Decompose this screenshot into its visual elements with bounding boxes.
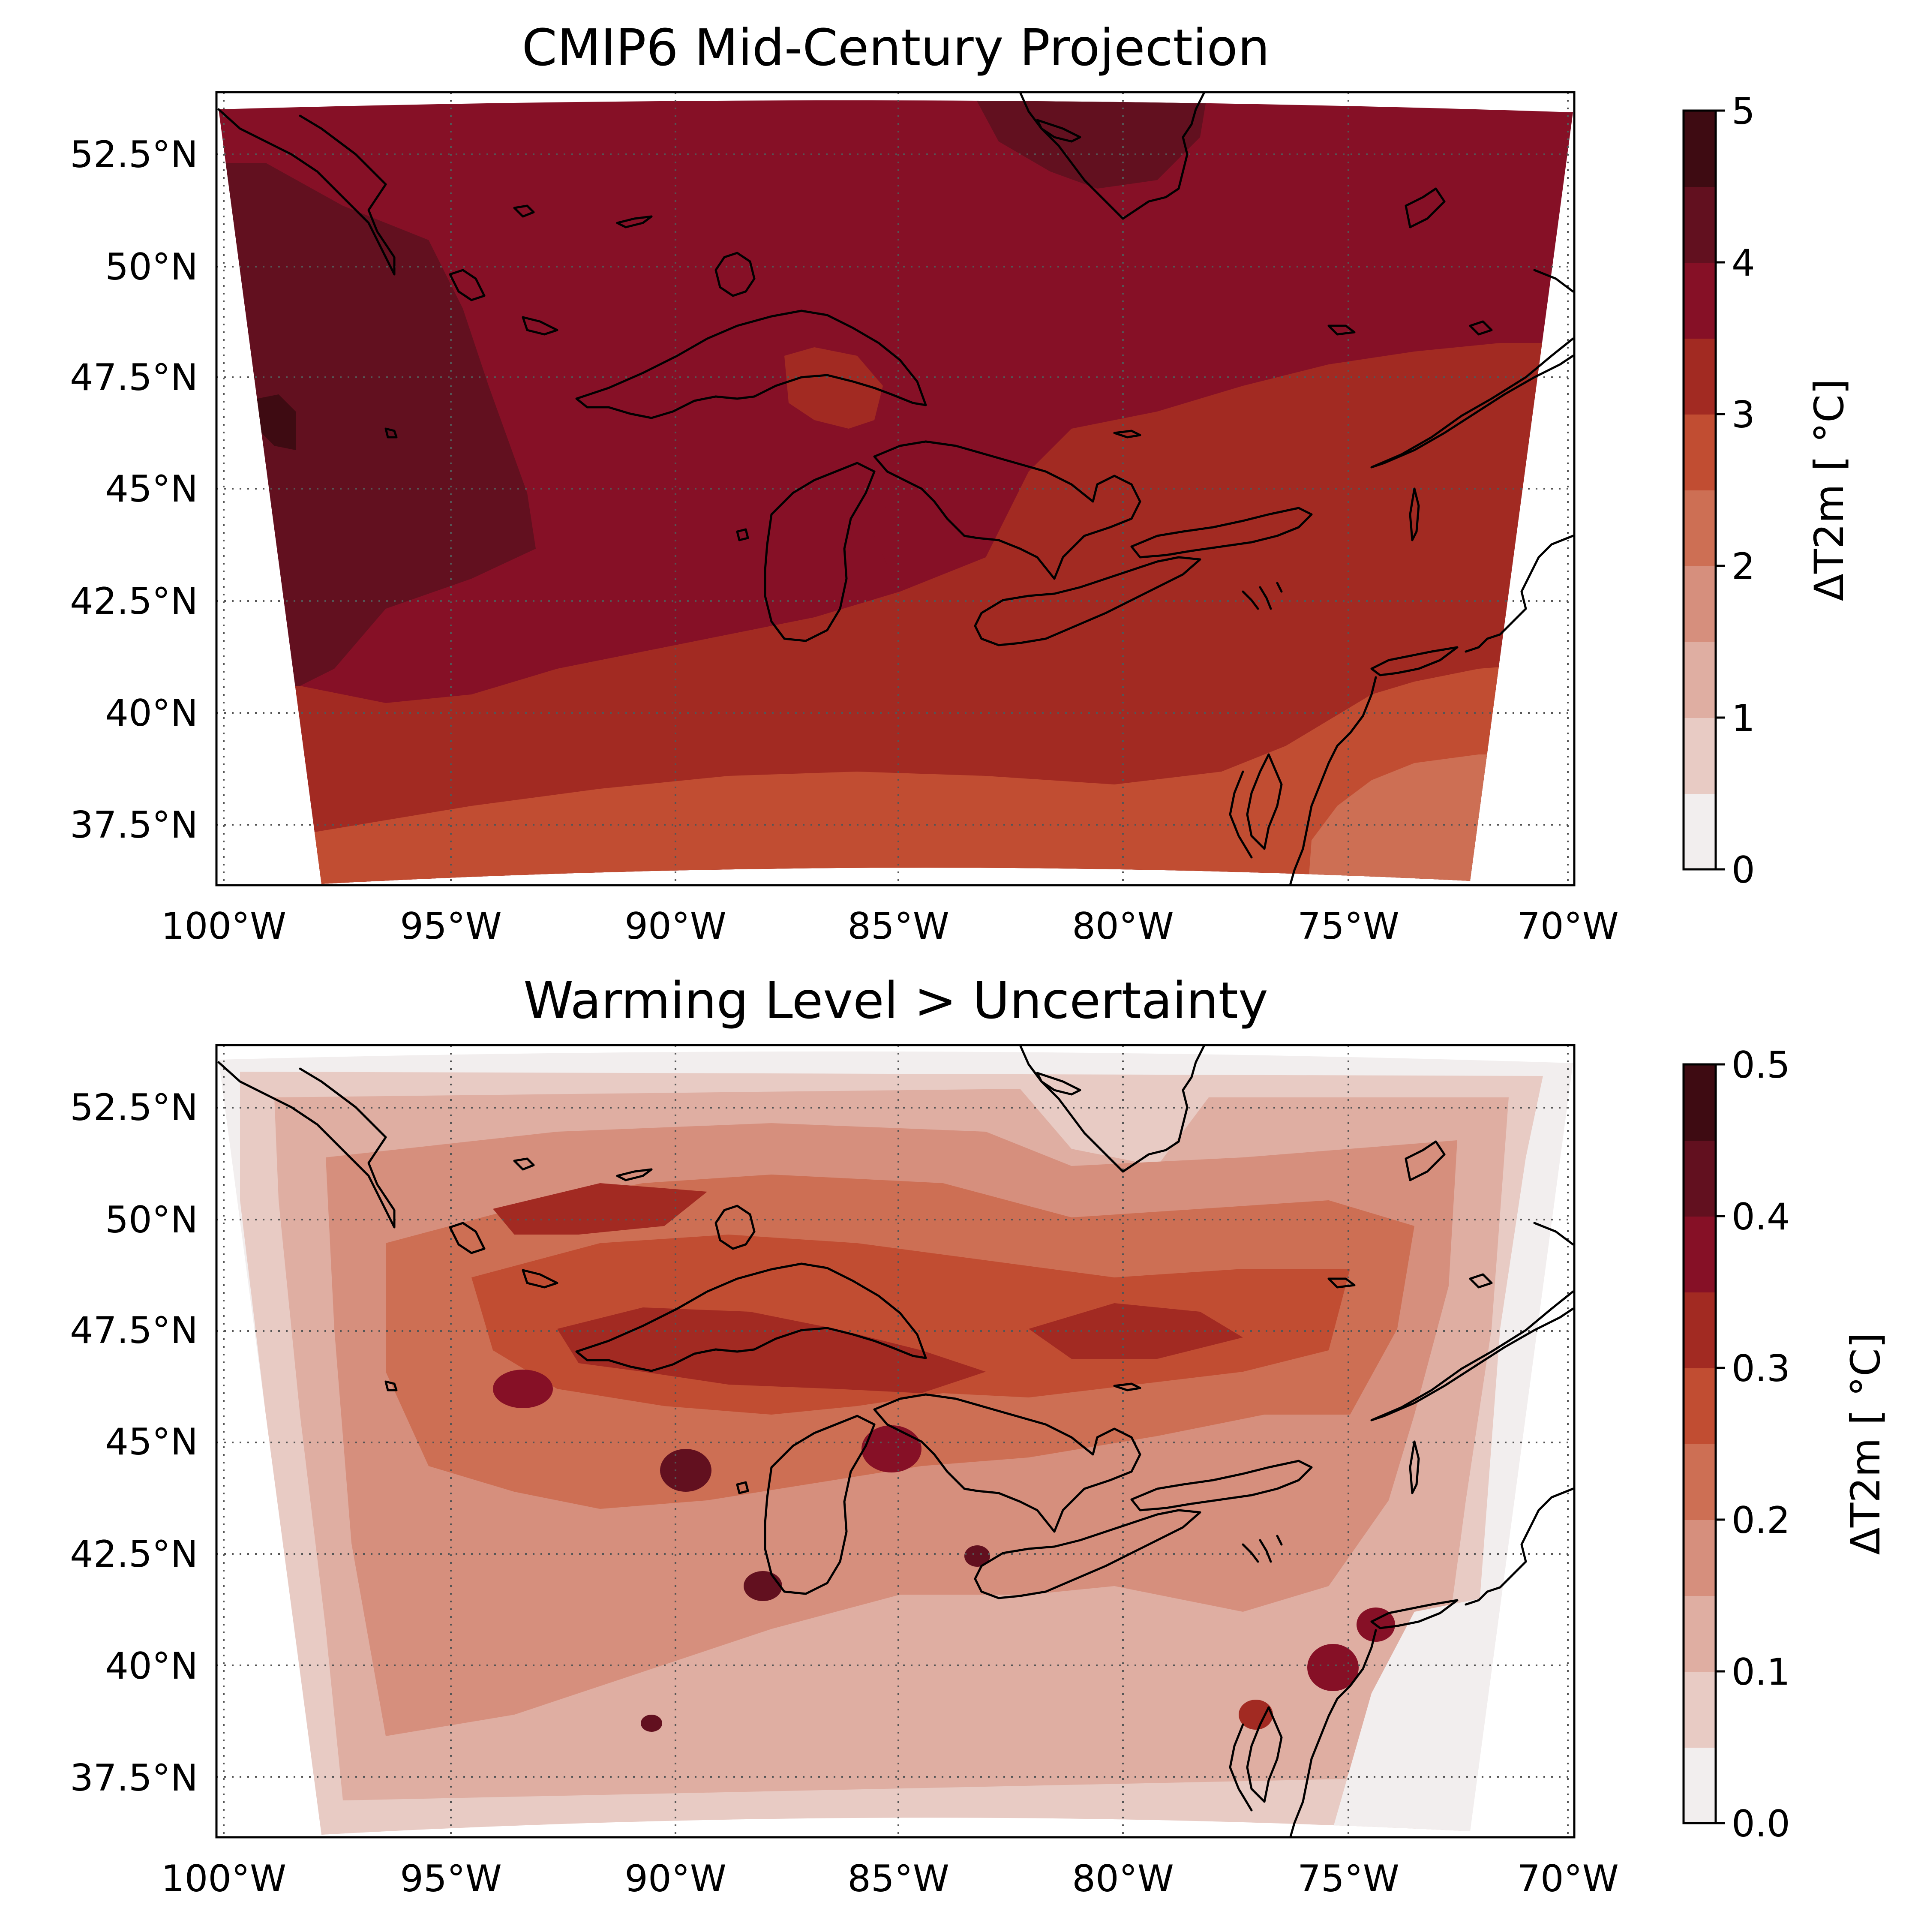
- colorbar-tick-label: 2: [1732, 545, 1755, 588]
- colorbar-swatch: [1684, 338, 1716, 415]
- colorbar-swatches: [1684, 111, 1716, 870]
- x-tick-label: 90°W: [624, 1857, 726, 1900]
- colorbar-tick-label: 0.0: [1732, 1803, 1790, 1845]
- x-tick-label: 95°W: [400, 1857, 501, 1900]
- colorbar-swatches: [1684, 1064, 1716, 1824]
- x-tick-label: 100°W: [161, 905, 286, 948]
- colorbar-swatch: [1684, 1140, 1716, 1217]
- colorbar: 0 1 2 3 4 5 ΔT2m [ °C]: [1682, 90, 1853, 892]
- x-tick-label: 80°W: [1072, 1857, 1174, 1900]
- gridlines: [216, 1045, 1574, 1837]
- y-tick-label: 37.5°N: [70, 1757, 198, 1800]
- y-tick-label: 40°N: [105, 1645, 198, 1688]
- colorbar-label: ΔT2m [ °C]: [1843, 1333, 1889, 1555]
- colorbar-tick-labels: 0.0 0.1 0.2 0.3 0.4 0.5: [1716, 1044, 1790, 1845]
- y-tick-labels: 52.5°N 50°N 47.5°N 45°N 42.5°N 40°N 37.5°N: [70, 133, 198, 847]
- colorbar-swatch: [1684, 1064, 1716, 1141]
- x-tick-labels: 100°W 95°W 90°W 85°W 80°W 75°W 70°W: [161, 1857, 1619, 1900]
- map-frame: [215, 1044, 1576, 1839]
- map-area: [216, 1045, 1574, 1837]
- y-tick-label: 50°N: [105, 1199, 198, 1241]
- colorbar-swatch: [1684, 111, 1716, 187]
- colorbar-swatch: [1684, 1671, 1716, 1748]
- colorbar-swatch: [1684, 262, 1716, 339]
- panel-top: CMIP6 Mid-Century Projection: [70, 18, 1853, 948]
- y-tick-labels: 52.5°N 50°N 47.5°N 45°N 42.5°N 40°N 37.5°N: [70, 1086, 198, 1800]
- x-tick-label: 75°W: [1297, 905, 1399, 948]
- colorbar-tick-label: 0.2: [1732, 1499, 1790, 1542]
- colorbar-swatch: [1684, 490, 1716, 566]
- y-tick-label: 47.5°N: [70, 1309, 198, 1352]
- colorbar-swatch: [1684, 1444, 1716, 1520]
- colorbar-tick-label: 3: [1732, 394, 1755, 436]
- colorbar-tick-label: 4: [1732, 242, 1755, 285]
- y-tick-label: 42.5°N: [70, 1533, 198, 1576]
- uncertainty-field: [219, 1051, 1573, 1835]
- colorbar-tick-label: 0.5: [1732, 1044, 1790, 1087]
- colorbar-swatch: [1684, 566, 1716, 642]
- colorbar-swatch: [1684, 1216, 1716, 1292]
- colorbar-tick-label: 0.3: [1732, 1347, 1790, 1390]
- colorbar-swatch: [1684, 186, 1716, 263]
- y-tick-label: 42.5°N: [70, 580, 198, 623]
- colorbar-swatch: [1684, 1747, 1716, 1824]
- panel-bottom: Warming Level > Uncertainty: [70, 971, 1889, 1900]
- x-tick-labels: 100°W 95°W 90°W 85°W 80°W 75°W 70°W: [161, 905, 1619, 948]
- colorbar-tick-label: 0.1: [1732, 1651, 1790, 1694]
- panel-title: Warming Level > Uncertainty: [523, 971, 1268, 1030]
- y-tick-label: 40°N: [105, 692, 198, 735]
- x-tick-label: 85°W: [847, 905, 949, 948]
- colorbar-tick-label: 0.4: [1732, 1196, 1790, 1238]
- y-tick-label: 50°N: [105, 246, 198, 288]
- x-tick-label: 90°W: [624, 905, 726, 948]
- y-tick-label: 37.5°N: [70, 804, 198, 847]
- colorbar-swatch: [1684, 1368, 1716, 1444]
- y-tick-label: 47.5°N: [70, 356, 198, 399]
- y-tick-label: 52.5°N: [70, 1086, 198, 1129]
- colorbar-tick-label: 5: [1732, 90, 1755, 133]
- map-area: [216, 92, 1574, 885]
- colorbar-swatch: [1684, 1595, 1716, 1672]
- colorbar-swatch: [1684, 414, 1716, 490]
- colorbar-swatch: [1684, 1520, 1716, 1596]
- colorbar-tick-label: 0: [1732, 849, 1755, 892]
- panel-title: CMIP6 Mid-Century Projection: [522, 18, 1270, 77]
- gridlines: [216, 92, 1574, 885]
- x-tick-label: 70°W: [1517, 1857, 1618, 1900]
- colorbar-swatch: [1684, 793, 1716, 870]
- temperature-field: [219, 100, 1573, 884]
- x-tick-label: 85°W: [847, 1857, 949, 1900]
- y-tick-label: 45°N: [105, 1421, 198, 1463]
- colorbar-frame: [1682, 1063, 1717, 1824]
- x-tick-label: 100°W: [161, 1857, 286, 1900]
- y-tick-label: 45°N: [105, 468, 198, 511]
- colorbar-swatch: [1684, 718, 1716, 794]
- colorbar-label: ΔT2m [ °C]: [1806, 379, 1853, 601]
- x-tick-label: 80°W: [1072, 905, 1174, 948]
- colorbar-swatch: [1684, 642, 1716, 718]
- x-tick-label: 75°W: [1297, 1857, 1399, 1900]
- x-tick-label: 95°W: [400, 905, 501, 948]
- y-tick-label: 52.5°N: [70, 133, 198, 176]
- map-frame: [215, 91, 1576, 886]
- colorbar: 0.0 0.1 0.2 0.3 0.4 0.5 ΔT2m [ °C]: [1682, 1044, 1889, 1845]
- colorbar-frame: [1682, 109, 1717, 871]
- colorbar-tick-labels: 0 1 2 3 4 5: [1716, 90, 1755, 892]
- colorbar-swatch: [1684, 1292, 1716, 1368]
- colorbar-tick-label: 1: [1732, 697, 1755, 740]
- x-tick-label: 70°W: [1517, 905, 1618, 948]
